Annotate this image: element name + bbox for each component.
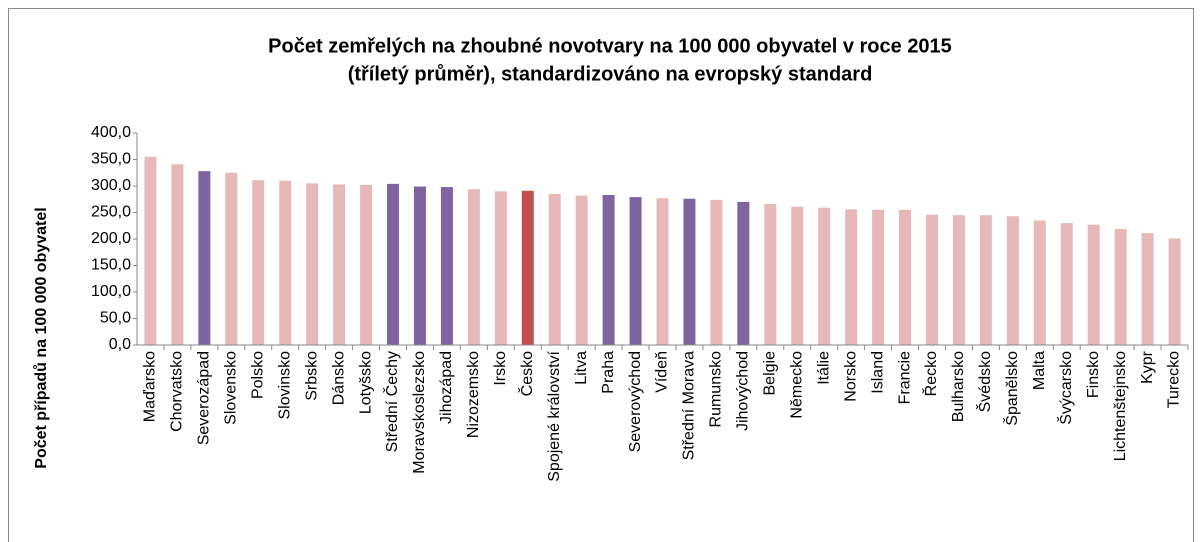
bar [494, 191, 507, 345]
x-tick-label: Střední Morava [681, 351, 698, 460]
x-tick-label: Praha [600, 351, 617, 394]
x-tick-label: Řecko [921, 351, 940, 396]
x-tick-label: Bulharsko [950, 351, 967, 422]
bar [1033, 220, 1046, 345]
x-tick-label: Švédsko [975, 351, 994, 412]
bar [737, 201, 750, 345]
y-tick-label: 300,0 [91, 177, 131, 194]
x-tick-label: Severovýchod [627, 351, 644, 452]
x-tick-label: Vídeň [654, 351, 671, 393]
y-tick-label: 250,0 [91, 204, 131, 221]
bar [818, 207, 831, 345]
bar [521, 190, 534, 345]
bar [548, 193, 561, 345]
x-tick-label: Irsko [492, 351, 509, 386]
bar [467, 189, 480, 345]
bar [710, 199, 723, 345]
y-tick-label: 100,0 [91, 283, 131, 300]
x-tick-label: Island [869, 351, 886, 394]
bar [144, 156, 157, 345]
bar [1087, 224, 1100, 345]
bar [225, 172, 238, 345]
bar [333, 184, 346, 345]
x-tick-label: Nizozemsko [465, 351, 482, 438]
x-tick-label: Belgie [762, 351, 779, 396]
x-tick-label: Srbsko [303, 351, 320, 401]
x-tick-label: Francie [896, 351, 913, 404]
bar [1168, 238, 1181, 345]
x-tick-label: Spojené království [546, 350, 563, 481]
x-tick-label: Litva [573, 351, 590, 385]
x-tick-label: Česko [517, 351, 536, 396]
y-tick-label: 150,0 [91, 257, 131, 274]
bar [872, 209, 885, 345]
bar [575, 195, 588, 345]
y-tick-label: 200,0 [91, 230, 131, 247]
bar [899, 209, 912, 345]
bar [683, 198, 696, 345]
x-tick-label: Chorvatsko [169, 351, 186, 432]
bar [791, 206, 804, 345]
x-tick-label: Finsko [1085, 351, 1102, 398]
x-tick-label: Německo [788, 351, 805, 419]
bar [925, 214, 938, 345]
y-axis-label: Počet případů na 100 000 obyvatel [33, 207, 50, 468]
x-tick-label: Švýcarsko [1056, 351, 1075, 425]
bar [1141, 233, 1154, 345]
chart-title: (tříletý průměr), standardizováno na evr… [348, 63, 873, 85]
x-tick-label: Lotyšsko [357, 351, 374, 414]
bar [629, 197, 642, 345]
x-tick-label: Malta [1031, 351, 1048, 390]
chart-border [8, 8, 1194, 542]
x-tick-label: Slovinsko [276, 351, 293, 420]
x-tick-label: Itálie [815, 351, 832, 385]
y-tick-label: 350,0 [91, 151, 131, 168]
x-tick-label: Lichtenštejnsko [1112, 351, 1129, 461]
y-tick-label: 0,0 [109, 336, 131, 353]
bar [440, 187, 453, 345]
bar [279, 180, 292, 345]
bar [387, 183, 400, 345]
x-tick-label: Dánsko [330, 351, 347, 405]
bar [1006, 216, 1019, 345]
x-tick-label: Turecko [1166, 351, 1183, 408]
bar [198, 171, 211, 345]
x-tick-label: Severozápad [196, 351, 213, 445]
bar [952, 215, 965, 345]
bar [252, 180, 265, 345]
x-tick-label: Norsko [842, 351, 859, 402]
y-tick-label: 50,0 [100, 310, 131, 327]
x-tick-label: Kypr [1139, 350, 1156, 384]
x-tick-label: Moravskoslezsko [411, 351, 428, 474]
chart-title: Počet zemřelých na zhoubné novotvary na … [268, 35, 952, 57]
x-tick-label: Slovensko [223, 351, 240, 425]
x-tick-label: Maďarsko [142, 351, 159, 422]
bar [171, 164, 184, 345]
bar [845, 209, 858, 345]
x-tick-label: Rumunsko [708, 351, 725, 428]
bar [1114, 228, 1127, 345]
bar [413, 186, 426, 345]
x-tick-label: Střední Čechy [382, 351, 401, 452]
bar [602, 195, 615, 345]
bar [306, 183, 319, 345]
x-tick-label: Polsko [249, 351, 266, 399]
bar [360, 184, 373, 345]
bar [656, 198, 669, 345]
bar [1060, 223, 1073, 345]
x-tick-label: Španělsko [1002, 351, 1021, 426]
x-tick-label: Jihozápad [438, 351, 455, 424]
x-tick-label: Jihovýchod [735, 351, 752, 431]
bar [979, 215, 992, 345]
bar [764, 204, 777, 345]
y-tick-label: 400,0 [91, 124, 131, 141]
